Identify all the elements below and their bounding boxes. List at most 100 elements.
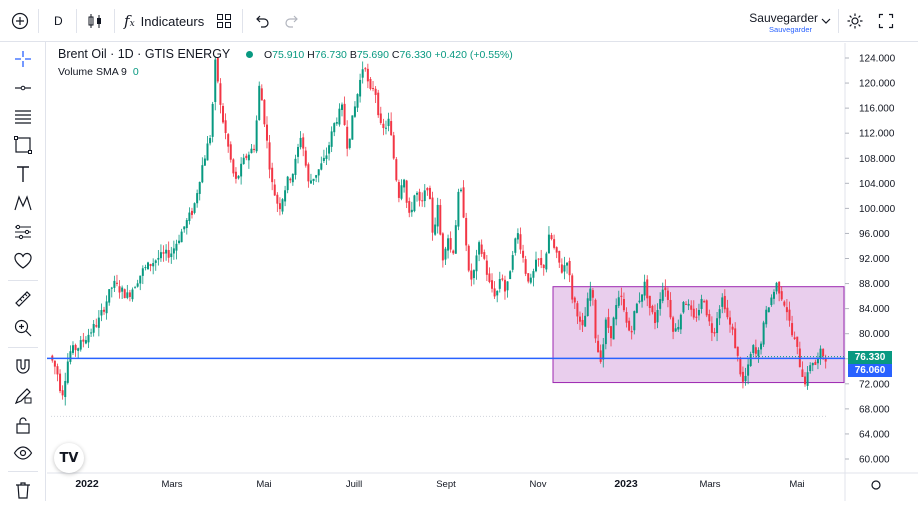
candle-body bbox=[286, 176, 289, 191]
settings-gear-icon[interactable] bbox=[846, 11, 864, 31]
tradingview-logo[interactable]: TV bbox=[54, 443, 84, 473]
y-tick-label: 64.000 bbox=[859, 429, 890, 440]
candle-body bbox=[602, 344, 605, 360]
candle-body bbox=[739, 357, 742, 375]
pattern-icon[interactable] bbox=[12, 192, 34, 214]
fullscreen-icon[interactable] bbox=[878, 11, 894, 31]
candle-body bbox=[628, 320, 631, 331]
eye-icon[interactable] bbox=[12, 442, 34, 464]
text-icon[interactable] bbox=[12, 163, 34, 185]
redo-icon[interactable] bbox=[284, 11, 300, 31]
candle-body bbox=[638, 300, 641, 303]
candles-chart-type-icon[interactable] bbox=[86, 11, 104, 31]
candle-body bbox=[61, 390, 64, 396]
candle-body bbox=[744, 375, 747, 382]
market-status-dot bbox=[245, 51, 253, 59]
range-rectangle bbox=[552, 286, 845, 384]
candle-body bbox=[718, 309, 721, 319]
ruler-icon[interactable] bbox=[12, 288, 34, 310]
candle-body bbox=[250, 148, 253, 154]
candle-body bbox=[801, 369, 804, 377]
candle-body bbox=[749, 354, 752, 366]
candle-body bbox=[172, 248, 175, 254]
drawing-toolbar bbox=[0, 42, 46, 501]
candle-body bbox=[281, 199, 284, 212]
candle-body bbox=[483, 252, 486, 259]
trend-line-icon[interactable] bbox=[12, 77, 34, 99]
candle-body bbox=[245, 155, 248, 159]
candle-body bbox=[679, 314, 682, 330]
indicators-button[interactable]: fx Indicateurs bbox=[124, 11, 204, 31]
candle-body bbox=[568, 260, 571, 276]
pencil-lock-icon[interactable] bbox=[12, 385, 34, 407]
candle-body bbox=[100, 310, 103, 316]
magnet-icon[interactable] bbox=[12, 356, 34, 378]
candle-body bbox=[472, 270, 475, 279]
candle-body bbox=[392, 135, 395, 159]
candle-body bbox=[537, 258, 540, 260]
candle-body bbox=[317, 169, 320, 176]
candle-body bbox=[379, 113, 382, 123]
candle-body bbox=[576, 303, 579, 317]
candle-body bbox=[157, 257, 160, 260]
layout-grid-icon[interactable] bbox=[216, 11, 232, 31]
price-chart[interactable]: 124.000 120.000 116.000 112.000 108.000 104.0… bbox=[47, 43, 918, 501]
candle-body bbox=[532, 271, 535, 278]
interval-button[interactable]: D bbox=[54, 14, 63, 28]
candle-body bbox=[206, 143, 209, 161]
candle-body bbox=[423, 190, 426, 202]
candle-body bbox=[227, 134, 230, 147]
forecast-icon[interactable] bbox=[12, 221, 34, 243]
y-tick-label: 80.000 bbox=[859, 329, 890, 340]
candle-body bbox=[703, 301, 706, 303]
symbol-title[interactable]: Brent Oil · 1D · GTIS ENERGY bbox=[58, 47, 231, 61]
add-symbol-icon[interactable] bbox=[10, 11, 30, 31]
y-tick-label: 92.000 bbox=[859, 254, 890, 265]
candle-body bbox=[793, 337, 796, 340]
candle-body bbox=[589, 288, 592, 301]
candle-body bbox=[555, 247, 558, 253]
trash-icon[interactable] bbox=[12, 479, 34, 501]
save-button[interactable]: Sauvegarder Sauvegarder bbox=[748, 11, 818, 35]
candle-body bbox=[760, 343, 763, 350]
candle-body bbox=[428, 187, 431, 200]
y-tick-label: 84.000 bbox=[859, 304, 890, 315]
zoom-in-icon[interactable] bbox=[12, 317, 34, 339]
candle-body bbox=[131, 289, 134, 300]
candle-body bbox=[416, 192, 419, 195]
candle-body bbox=[346, 126, 349, 149]
candle-body bbox=[796, 336, 799, 347]
chart-pane[interactable]: 124.000 120.000 116.000 112.000 108.000 104.0… bbox=[47, 43, 918, 501]
top-toolbar: D fx Indicateurs Sauvegarder Sauvegarder bbox=[0, 0, 918, 42]
candle-body bbox=[79, 340, 82, 350]
candle-body bbox=[271, 167, 274, 183]
candle-body bbox=[253, 148, 256, 150]
candle-body bbox=[123, 289, 126, 299]
candle-body bbox=[447, 238, 450, 251]
candle-body bbox=[273, 184, 276, 196]
candle-body bbox=[126, 292, 129, 298]
time-axis-settings-icon bbox=[871, 480, 881, 490]
candle-body bbox=[115, 282, 118, 284]
candle-body bbox=[607, 317, 610, 328]
undo-icon[interactable] bbox=[254, 11, 270, 31]
candle-body bbox=[333, 123, 336, 133]
candle-body bbox=[154, 260, 157, 263]
lock-icon[interactable] bbox=[12, 414, 34, 436]
heart-icon[interactable] bbox=[12, 250, 34, 272]
candle-body bbox=[604, 319, 607, 345]
candle-body bbox=[361, 69, 364, 78]
chevron-down-icon[interactable] bbox=[820, 11, 832, 31]
candle-body bbox=[178, 240, 181, 244]
y-tick-label: 100.000 bbox=[859, 204, 896, 215]
candle-body bbox=[53, 360, 56, 367]
rectangle-icon[interactable] bbox=[12, 134, 34, 156]
candle-body bbox=[806, 372, 809, 386]
fib-lines-icon[interactable] bbox=[12, 106, 34, 128]
crosshair-icon[interactable] bbox=[12, 48, 34, 70]
candle-body bbox=[772, 291, 775, 299]
candle-body bbox=[573, 297, 576, 303]
candle-body bbox=[721, 297, 724, 307]
volume-label[interactable]: Volume SMA 9 bbox=[58, 66, 127, 78]
candle-body bbox=[338, 108, 341, 125]
